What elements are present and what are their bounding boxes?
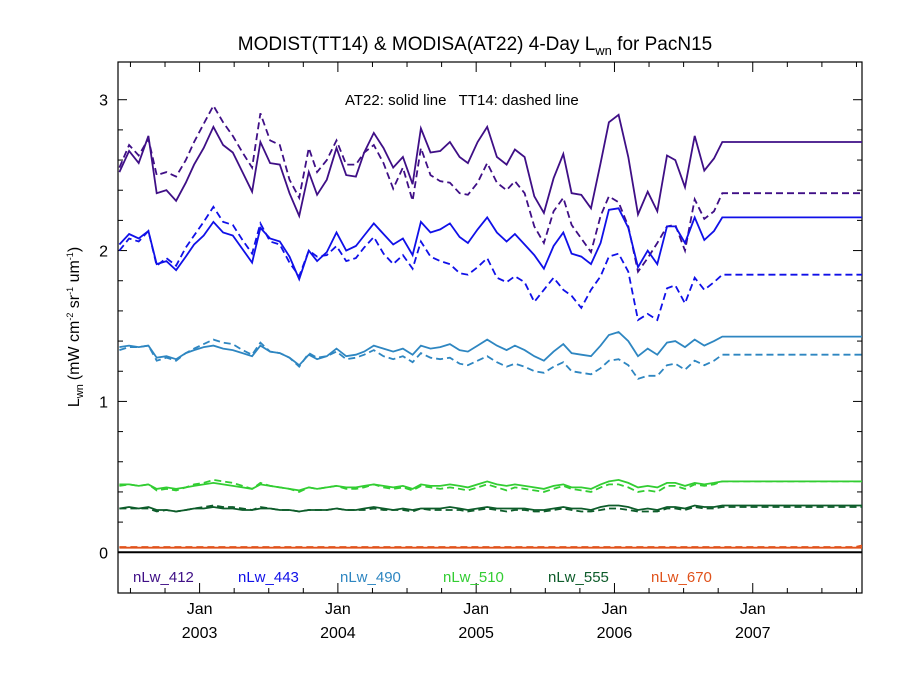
legend-item-nLw_555: nLw_555 xyxy=(548,569,609,586)
y-label-sr: sr xyxy=(66,294,83,312)
legend-layer: nLw_412 nLw_443 nLw_490 nLw_510 nLw_555 nLw_6… xyxy=(133,569,712,586)
chart-title-sub: wn xyxy=(594,43,612,58)
series-layer xyxy=(118,103,863,549)
x-tick-label-line2-2: 2005 xyxy=(458,625,494,642)
legend-item-nLw_670: nLw_670 xyxy=(651,569,712,586)
x-tick-label-line2-1: 2004 xyxy=(320,625,356,642)
y-axis-label: Lwn(mW cm-2 sr-1 um-1) xyxy=(65,247,86,407)
x-tick-label-line1-2: Jan xyxy=(463,601,489,618)
series-nLw_443-at22-solid xyxy=(118,207,862,282)
y-tick-label-0: 0 xyxy=(99,545,108,562)
legend-item-nLw_412: nLw_412 xyxy=(133,569,194,586)
y-tick-label-2: 2 xyxy=(99,244,108,261)
chart-title-suffix: for PacN15 xyxy=(612,34,712,55)
y-label-close: ) xyxy=(66,247,83,252)
legend-item-nLw_490: nLw_490 xyxy=(340,569,401,586)
y-label-main: L xyxy=(66,398,83,407)
plot-frame xyxy=(117,61,863,594)
series-nLw_443-tt14-dashed xyxy=(118,205,862,322)
axes-layer: 0 1 2 3 Jan 2003 Jan 2004 Jan 2005 Jan 2006 Jan 2007 xyxy=(99,62,862,642)
series-nLw_412-at22-solid xyxy=(118,113,862,219)
x-tick-label-line2-3: 2006 xyxy=(597,625,633,642)
legend-item-nLw_510: nLw_510 xyxy=(443,569,504,586)
y-label-sup1: -2 xyxy=(65,313,75,321)
series-nLw_412-tt14-dashed xyxy=(118,103,862,274)
x-tick-label-line2-4: 2007 xyxy=(735,625,771,642)
legend-item-nLw_443: nLw_443 xyxy=(238,569,299,586)
y-label-um: um xyxy=(66,260,83,287)
series-nLw_555-at22-solid xyxy=(119,504,862,513)
y-label-units: (mW cm xyxy=(66,321,83,381)
x-tick-label-line1-0: Jan xyxy=(187,601,213,618)
line-style-annotation: AT22: solid line TT14: dashed line xyxy=(345,92,579,109)
y-label-sup2: -1 xyxy=(65,287,75,295)
series-nLw_555-tt14-dashed xyxy=(119,504,862,513)
y-label-sup3: -1 xyxy=(65,252,75,260)
series-nLw_510-tt14-dashed xyxy=(119,478,862,493)
x-tick-label-line1-4: Jan xyxy=(740,601,766,618)
chart-title: MODIST(TT14) & MODISA(AT22) 4-Day Lwn fo… xyxy=(238,34,712,58)
y-label-sub: wn xyxy=(74,384,86,399)
y-tick-label-3: 3 xyxy=(99,93,108,110)
series-nLw_510-at22-solid xyxy=(119,478,862,492)
x-tick-label-line1-1: Jan xyxy=(325,601,351,618)
y-tick-label-1: 1 xyxy=(99,394,108,411)
series-nLw_670-tt14-dashed xyxy=(119,544,863,548)
chart-title-prefix: MODIST(TT14) & MODISA(AT22) 4-Day L xyxy=(238,34,596,55)
x-tick-label-line2-0: 2003 xyxy=(182,625,218,642)
series-nLw_490-tt14-dashed xyxy=(119,338,862,380)
x-tick-label-line1-3: Jan xyxy=(602,601,628,618)
series-nLw_490-at22-solid xyxy=(119,330,862,367)
